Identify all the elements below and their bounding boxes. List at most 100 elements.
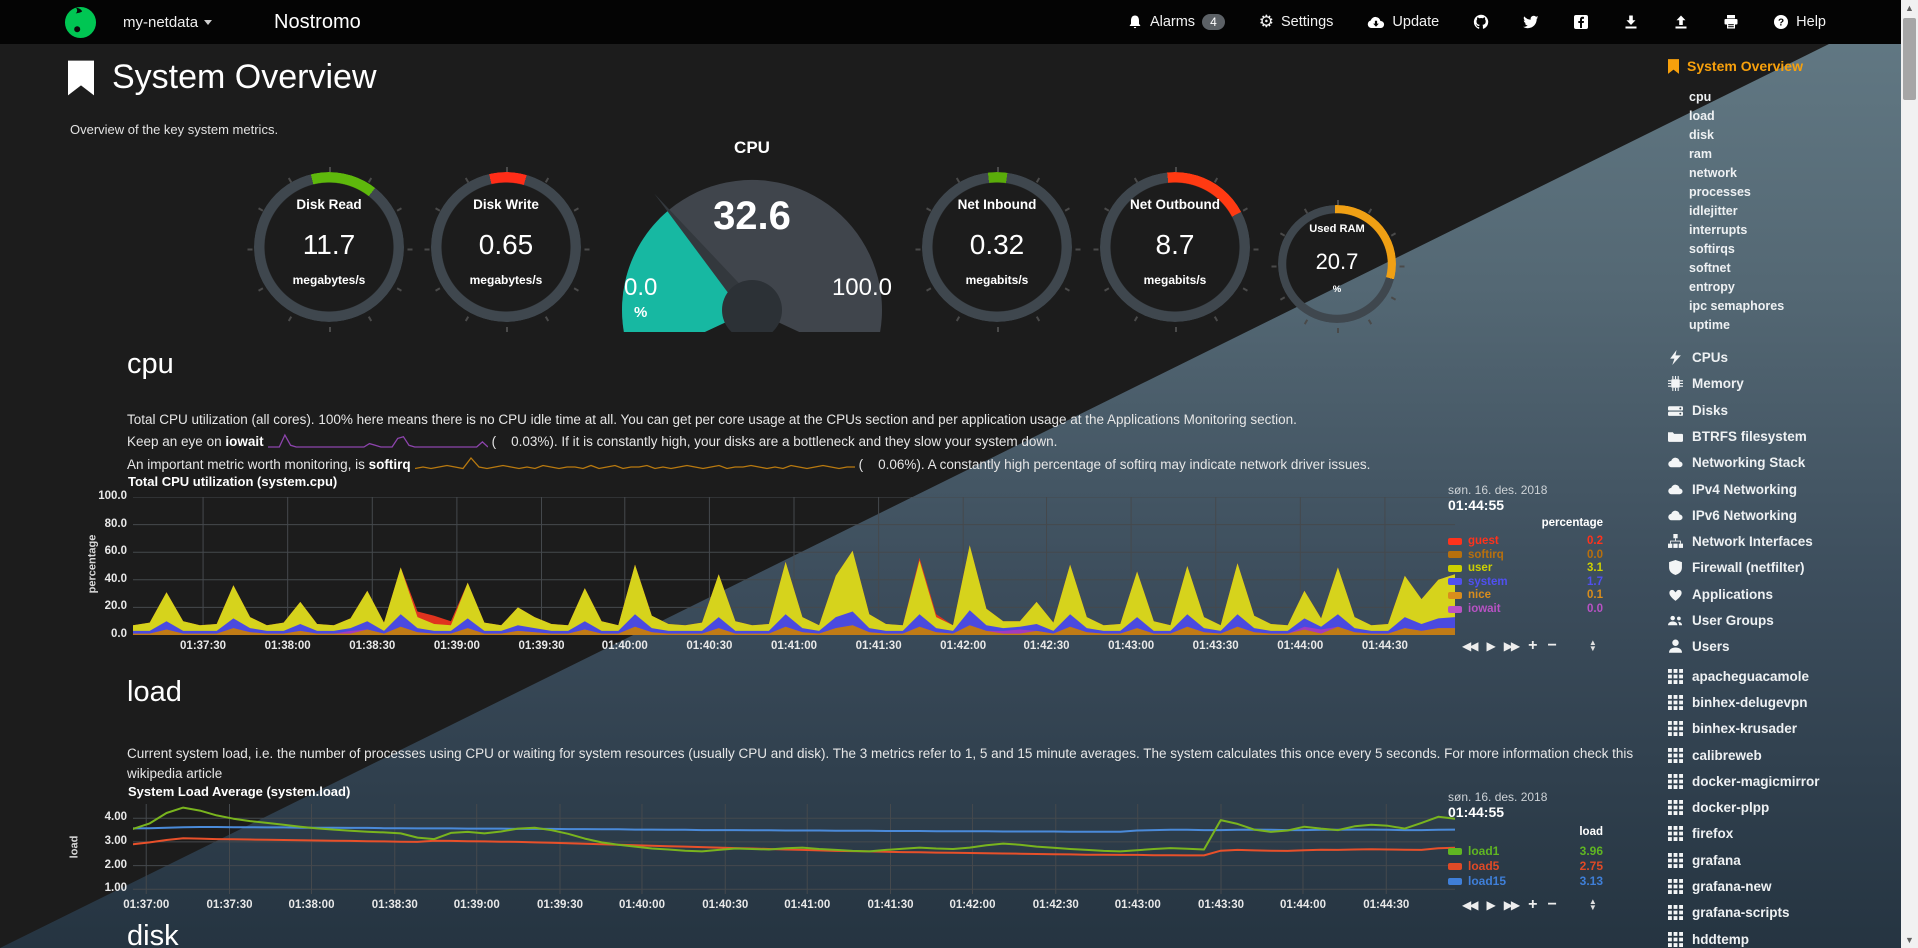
scrollbar-thumb[interactable] — [1903, 18, 1916, 100]
sidebar-item-cpu[interactable]: cpu — [1689, 90, 1712, 104]
sidebar-menu: System Overview cpu load disk ram network pro… — [1668, 44, 1896, 948]
sidebar-item-ram[interactable]: ram — [1689, 147, 1712, 161]
sidebar-item-ipv4-networking[interactable]: IPv4 Networking — [1668, 482, 1797, 497]
sidebar-item-idlejitter[interactable]: idlejitter — [1689, 204, 1738, 218]
sidebar-item-docker-magicmirror[interactable]: docker-magicmirror — [1668, 773, 1820, 789]
sidebar-item-disks[interactable]: Disks — [1668, 403, 1728, 418]
chart-legend: søn. 16. des. 2018 01:44:55 percentage g… — [1448, 483, 1603, 615]
sidebar-item-label: grafana-new — [1692, 879, 1772, 894]
sidebar-item-firefox[interactable]: firefox — [1668, 826, 1733, 842]
gauge-used-ram[interactable]: Used RAM 20.7% — [1271, 200, 1405, 333]
chart-resize-handle[interactable]: ▲ ▼ — [1588, 897, 1597, 912]
chart-play-button[interactable]: ▶ — [1486, 639, 1495, 653]
chart-forward-button[interactable]: ▶▶ — [1503, 639, 1521, 653]
sidebar-item-interrupts[interactable]: interrupts — [1689, 223, 1748, 237]
legend-row-softirq[interactable]: softirq 0.0 — [1448, 549, 1603, 561]
chart-forward-button[interactable]: ▶▶ — [1503, 898, 1521, 912]
twitter-button[interactable] — [1506, 14, 1556, 30]
sidebar-item-softnet[interactable]: softnet — [1689, 261, 1731, 275]
chart-zoom-out-button[interactable]: − — [1547, 896, 1557, 913]
sidebar-item-network-interfaces[interactable]: Network Interfaces — [1668, 534, 1813, 549]
netdata-logo[interactable] — [64, 6, 97, 39]
sidebar-item-memory[interactable]: Memory — [1668, 376, 1744, 392]
help-button[interactable]: ? Help — [1756, 14, 1843, 30]
print-button[interactable] — [1706, 14, 1756, 30]
legend-swatch — [1448, 862, 1462, 870]
chart-rewind-button[interactable]: ◀◀ — [1462, 898, 1479, 912]
scrollbar-down-arrow[interactable]: ▼ — [1905, 935, 1914, 945]
sidebar-item-label: Memory — [1692, 376, 1744, 392]
sidebar-item-apacheguacamole[interactable]: apacheguacamole — [1668, 668, 1809, 684]
sidebar-item-grafana[interactable]: grafana — [1668, 852, 1741, 868]
sidebar-item-user-groups[interactable]: User Groups — [1668, 613, 1774, 628]
cpu-gauge[interactable]: CPU 32.6 0.0 100.0 % — [608, 138, 896, 332]
sidebar-item-binhex-delugevpn[interactable]: binhex-delugevpn — [1668, 694, 1808, 710]
plot-area[interactable] — [133, 497, 1455, 635]
gauge-disk-read[interactable]: Disk Read 11.7 megabytes/s — [247, 167, 413, 332]
top-navbar: my-netdata Nostromo Alarms 4 ⚙ Settings … — [0, 0, 1901, 44]
legend-row-iowait[interactable]: iowait 0.0 — [1448, 603, 1603, 615]
sidebar-item-grafana-new[interactable]: grafana-new — [1668, 879, 1772, 894]
gauge-net-outbound[interactable]: Net Outbound 8.7 megabits/s — [1093, 167, 1259, 332]
page-scrollbar[interactable]: ▲ ▼ — [1901, 0, 1918, 948]
gauge-net-inbound[interactable]: Net Inbound 0.32 megabits/s — [915, 167, 1081, 332]
sidebar-item-applications[interactable]: Applications — [1668, 587, 1773, 602]
sidebar-item-uptime[interactable]: uptime — [1689, 318, 1730, 332]
sidebar-item-grafana-scripts[interactable]: grafana-scripts — [1668, 905, 1790, 921]
legend-row-load1[interactable]: load1 3.96 — [1448, 844, 1603, 858]
gauge-tick — [329, 167, 331, 172]
chart-zoom-in-button[interactable]: + — [1528, 896, 1538, 913]
sidebar-item-system-overview[interactable]: System Overview — [1668, 58, 1803, 74]
sidebar-item-hddtemp[interactable]: hddtemp — [1668, 931, 1749, 947]
legend-row-nice[interactable]: nice 0.1 — [1448, 589, 1603, 601]
sidebar-item-load[interactable]: load — [1689, 109, 1715, 123]
settings-button[interactable]: ⚙ Settings — [1242, 13, 1351, 30]
text: ( — [858, 456, 864, 472]
legend-row-system[interactable]: system 1.7 — [1448, 576, 1603, 588]
legend-row-load5[interactable]: load5 2.75 — [1448, 859, 1603, 873]
gauge-tick — [1035, 177, 1041, 183]
plot-area[interactable] — [133, 804, 1455, 894]
legend-row-guest[interactable]: guest 0.2 — [1448, 535, 1603, 547]
alarms-label: Alarms — [1149, 14, 1196, 30]
text: ). A constantly high percentage of softi… — [916, 456, 1371, 472]
sidebar-item-calibreweb[interactable]: calibreweb — [1668, 747, 1762, 763]
chart-play-button[interactable]: ▶ — [1486, 898, 1495, 912]
facebook-button[interactable] — [1556, 14, 1606, 30]
gauge-tick — [584, 248, 590, 251]
sidebar-item-users[interactable]: Users — [1668, 639, 1730, 654]
github-button[interactable] — [1456, 14, 1506, 30]
import-button[interactable] — [1606, 14, 1656, 30]
sidebar-item-networking-stack[interactable]: Networking Stack — [1668, 455, 1805, 470]
sidebar-item-binhex-krusader[interactable]: binhex-krusader — [1668, 721, 1797, 737]
sidebar-item-ipv6-networking[interactable]: IPv6 Networking — [1668, 508, 1797, 523]
sidebar-item-btrfs-filesystem[interactable]: BTRFS filesystem — [1668, 429, 1807, 444]
gauge-tick — [1075, 248, 1081, 251]
sidebar-item-entropy[interactable]: entropy — [1689, 280, 1735, 294]
sidebar-item-disk[interactable]: disk — [1689, 128, 1715, 142]
gauge-tick — [1093, 248, 1099, 251]
host-selector[interactable]: my-netdata — [123, 14, 213, 31]
sidebar-item-ipc-semaphores[interactable]: ipc semaphores — [1689, 299, 1785, 313]
legend-row-load15[interactable]: load15 3.13 — [1448, 874, 1603, 888]
sidebar-item-network[interactable]: network — [1689, 166, 1737, 180]
sidebar-item-processes[interactable]: processes — [1689, 185, 1751, 199]
sidebar-item-docker-plpp[interactable]: docker-plpp — [1668, 800, 1769, 816]
update-button[interactable]: Update — [1350, 14, 1456, 30]
chart-rewind-button[interactable]: ◀◀ — [1462, 639, 1479, 653]
legend-row-user[interactable]: user 3.1 — [1448, 562, 1603, 574]
gauge-unit: megabits/s — [1143, 273, 1207, 287]
chart-zoom-in-button[interactable]: + — [1528, 637, 1538, 654]
sidebar-item-firewall-netfilter-[interactable]: Firewall (netfilter) — [1668, 560, 1805, 576]
alarms-button[interactable]: Alarms 4 — [1110, 14, 1242, 30]
grid-icon — [1668, 773, 1683, 789]
export-button[interactable] — [1656, 14, 1706, 30]
chart-resize-handle[interactable]: ▲ ▼ — [1588, 638, 1597, 653]
sidebar-item-softirqs[interactable]: softirqs — [1689, 242, 1735, 256]
sidebar-item-cpus[interactable]: CPUs — [1668, 350, 1728, 365]
chart-zoom-out-button[interactable]: − — [1547, 637, 1557, 654]
gauge-unit: megabytes/s — [469, 273, 543, 287]
scrollbar-up-arrow[interactable]: ▲ — [1905, 3, 1914, 13]
gauge-disk-write[interactable]: Disk Write 0.65 megabytes/s — [424, 167, 590, 332]
